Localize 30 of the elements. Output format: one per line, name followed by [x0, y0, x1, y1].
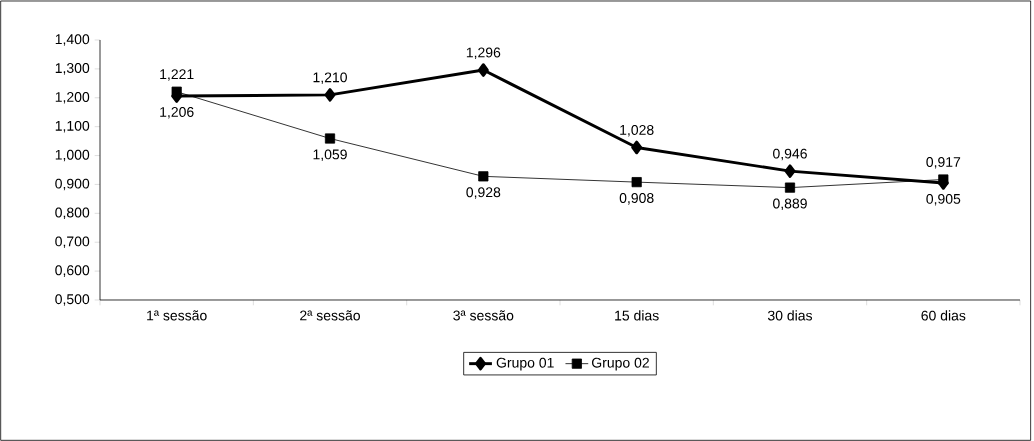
- x-tick-label: 15 dias: [615, 310, 659, 321]
- data-label: 0,928: [466, 187, 501, 199]
- x-tick-label: 3ª sessão: [453, 310, 514, 321]
- data-label: 0,889: [773, 198, 807, 211]
- data-label: 0,908: [619, 193, 654, 205]
- legend-label: Grupo 01: [496, 357, 554, 371]
- y-tick-label: 1,000: [55, 149, 90, 162]
- y-tick-label: 0,900: [55, 178, 90, 191]
- x-tick-label: 60 dias: [921, 310, 966, 321]
- data-label: 1,059: [313, 149, 347, 162]
- y-tick-label: 1,400: [55, 34, 90, 46]
- data-label: 1,028: [620, 124, 654, 137]
- data-label: 1,206: [160, 106, 194, 119]
- y-tick-label: 1,100: [55, 120, 90, 133]
- x-tick-label: 2ª sessão: [300, 310, 360, 321]
- legend-label: Grupo 02: [592, 357, 649, 371]
- data-label: 1,296: [466, 47, 501, 60]
- y-tick-label: 1,200: [55, 92, 90, 104]
- y-tick-label: 0,600: [55, 265, 90, 277]
- y-tick-label: 0,700: [55, 236, 90, 248]
- y-tick-label: 0,500: [55, 294, 90, 306]
- y-tick-label: 0,800: [55, 207, 90, 220]
- x-tick-label: 30 dias: [767, 310, 813, 321]
- data-label: 1,210: [313, 72, 347, 84]
- data-label: 0,905: [926, 193, 961, 206]
- data-label: 0,917: [926, 157, 961, 169]
- x-tick-label: 1ª sessão: [147, 310, 207, 321]
- data-label: 0,946: [773, 148, 807, 161]
- y-tick-label: 1,300: [55, 63, 90, 75]
- data-label: 1,221: [160, 69, 194, 81]
